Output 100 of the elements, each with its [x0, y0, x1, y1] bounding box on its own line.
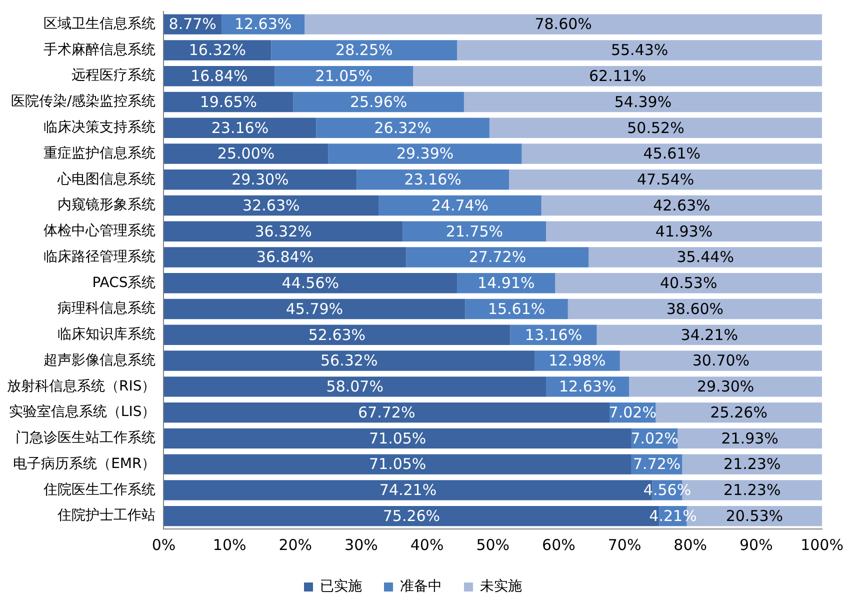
data-label: 26.32%	[374, 118, 432, 137]
data-label: 12.63%	[234, 15, 292, 34]
data-label: 29.30%	[696, 378, 754, 396]
data-label: 12.98%	[548, 352, 606, 370]
bar	[164, 350, 534, 371]
x-tick-label: 20%	[278, 536, 312, 554]
bar	[164, 298, 466, 320]
x-tick-label: 70%	[608, 536, 642, 554]
data-label: 16.32%	[188, 41, 246, 60]
data-label: 23.16%	[404, 170, 462, 189]
bar	[406, 247, 589, 268]
data-label: 40.53%	[660, 274, 718, 292]
bar	[489, 118, 822, 138]
data-label: 54.39%	[614, 92, 672, 111]
data-label: 67.72%	[358, 403, 416, 422]
legend-label: 已实施	[320, 578, 362, 595]
bar	[271, 40, 458, 60]
y-tick-label: 内窥镜形象系统	[58, 197, 156, 214]
bar	[413, 66, 822, 86]
bar	[164, 221, 403, 242]
bar	[164, 247, 406, 268]
data-label: 35.44%	[676, 248, 734, 266]
bar	[164, 170, 357, 190]
y-tick-label: 远程医疗系统	[72, 68, 156, 84]
data-label: 32.63%	[242, 196, 300, 214]
bar	[316, 118, 490, 138]
data-label: 58.07%	[326, 378, 384, 396]
data-label: 15.61%	[488, 300, 546, 318]
bar	[402, 221, 546, 242]
x-tick-label: 40%	[410, 536, 444, 554]
bar	[588, 247, 822, 268]
y-tick-label: 病理科信息系统	[58, 300, 156, 317]
data-label: 52.63%	[308, 326, 366, 344]
data-label: 14.91%	[478, 274, 535, 292]
x-tick-label: 60%	[542, 536, 576, 554]
data-label: 47.54%	[636, 170, 694, 189]
bar	[356, 170, 510, 190]
data-label: 7.02%	[630, 429, 678, 448]
data-label: 71.05%	[368, 455, 426, 474]
bar	[629, 376, 822, 397]
bar	[555, 273, 822, 294]
bar	[656, 402, 822, 423]
bar	[164, 144, 328, 164]
x-tick-label: 50%	[476, 536, 510, 554]
data-label: 34.21%	[680, 326, 738, 344]
data-label: 41.93%	[655, 222, 713, 240]
data-label: 74.21%	[379, 481, 437, 500]
bar	[678, 428, 822, 449]
legend-label: 未实施	[480, 578, 522, 595]
data-label: 36.32%	[254, 222, 312, 240]
y-tick-label: 临床路径管理系统	[44, 248, 156, 265]
data-label: 24.74%	[431, 196, 489, 214]
y-tick-label: 手术麻醉信息系统	[44, 42, 156, 58]
bar	[164, 402, 610, 423]
data-label: 25.00%	[217, 144, 275, 163]
bar	[546, 221, 822, 242]
data-label: 4.56%	[643, 481, 692, 500]
data-label: 78.60%	[534, 15, 592, 34]
x-tick-label: 80%	[674, 536, 708, 554]
data-label: 75.26%	[382, 506, 440, 525]
x-tick-label: 10%	[212, 536, 246, 554]
data-label: 7.02%	[608, 403, 656, 422]
y-tick-label: PACS系统	[92, 274, 156, 291]
data-label: 62.11%	[588, 66, 646, 85]
data-label: 36.84%	[256, 248, 314, 266]
legend-label: 准备中	[400, 578, 442, 595]
data-label: 7.72%	[633, 455, 681, 474]
data-label: 56.32%	[320, 352, 378, 370]
bar	[164, 40, 272, 60]
data-label: 12.63%	[558, 378, 616, 396]
y-tick-label: 超声影像信息系统	[44, 352, 156, 368]
y-tick-label: 实验室信息系统（LIS）	[8, 404, 156, 420]
data-label: 21.75%	[446, 222, 504, 240]
y-tick-label: 心电图信息系统	[56, 171, 156, 188]
y-tick-label: 住院医生工作系统	[42, 482, 156, 498]
data-label: 21.23%	[724, 455, 781, 474]
bar	[304, 14, 822, 34]
data-label: 21.93%	[721, 429, 778, 448]
data-label: 16.84%	[190, 66, 248, 85]
bar	[164, 376, 546, 397]
data-label: 4.21%	[649, 506, 697, 525]
bar	[596, 324, 822, 345]
y-tick-label: 临床知识库系统	[58, 326, 156, 343]
bar	[328, 144, 522, 164]
bar	[164, 118, 316, 138]
bar	[378, 195, 542, 216]
data-label: 13.16%	[524, 326, 582, 344]
data-label: 45.61%	[643, 144, 700, 163]
data-label: 28.25%	[336, 41, 393, 60]
data-label: 42.63%	[653, 196, 710, 214]
y-tick-label: 放射科信息系统（RIS）	[6, 378, 156, 394]
y-tick-label: 区域卫生信息系统	[44, 16, 156, 32]
data-label: 20.53%	[726, 506, 784, 525]
bar	[541, 195, 822, 216]
data-label: 44.56%	[282, 274, 340, 292]
bar	[164, 273, 458, 294]
bar	[464, 92, 822, 112]
data-label: 21.23%	[724, 481, 781, 500]
y-tick-label: 住院护士工作站	[56, 508, 156, 524]
bar	[164, 454, 632, 474]
